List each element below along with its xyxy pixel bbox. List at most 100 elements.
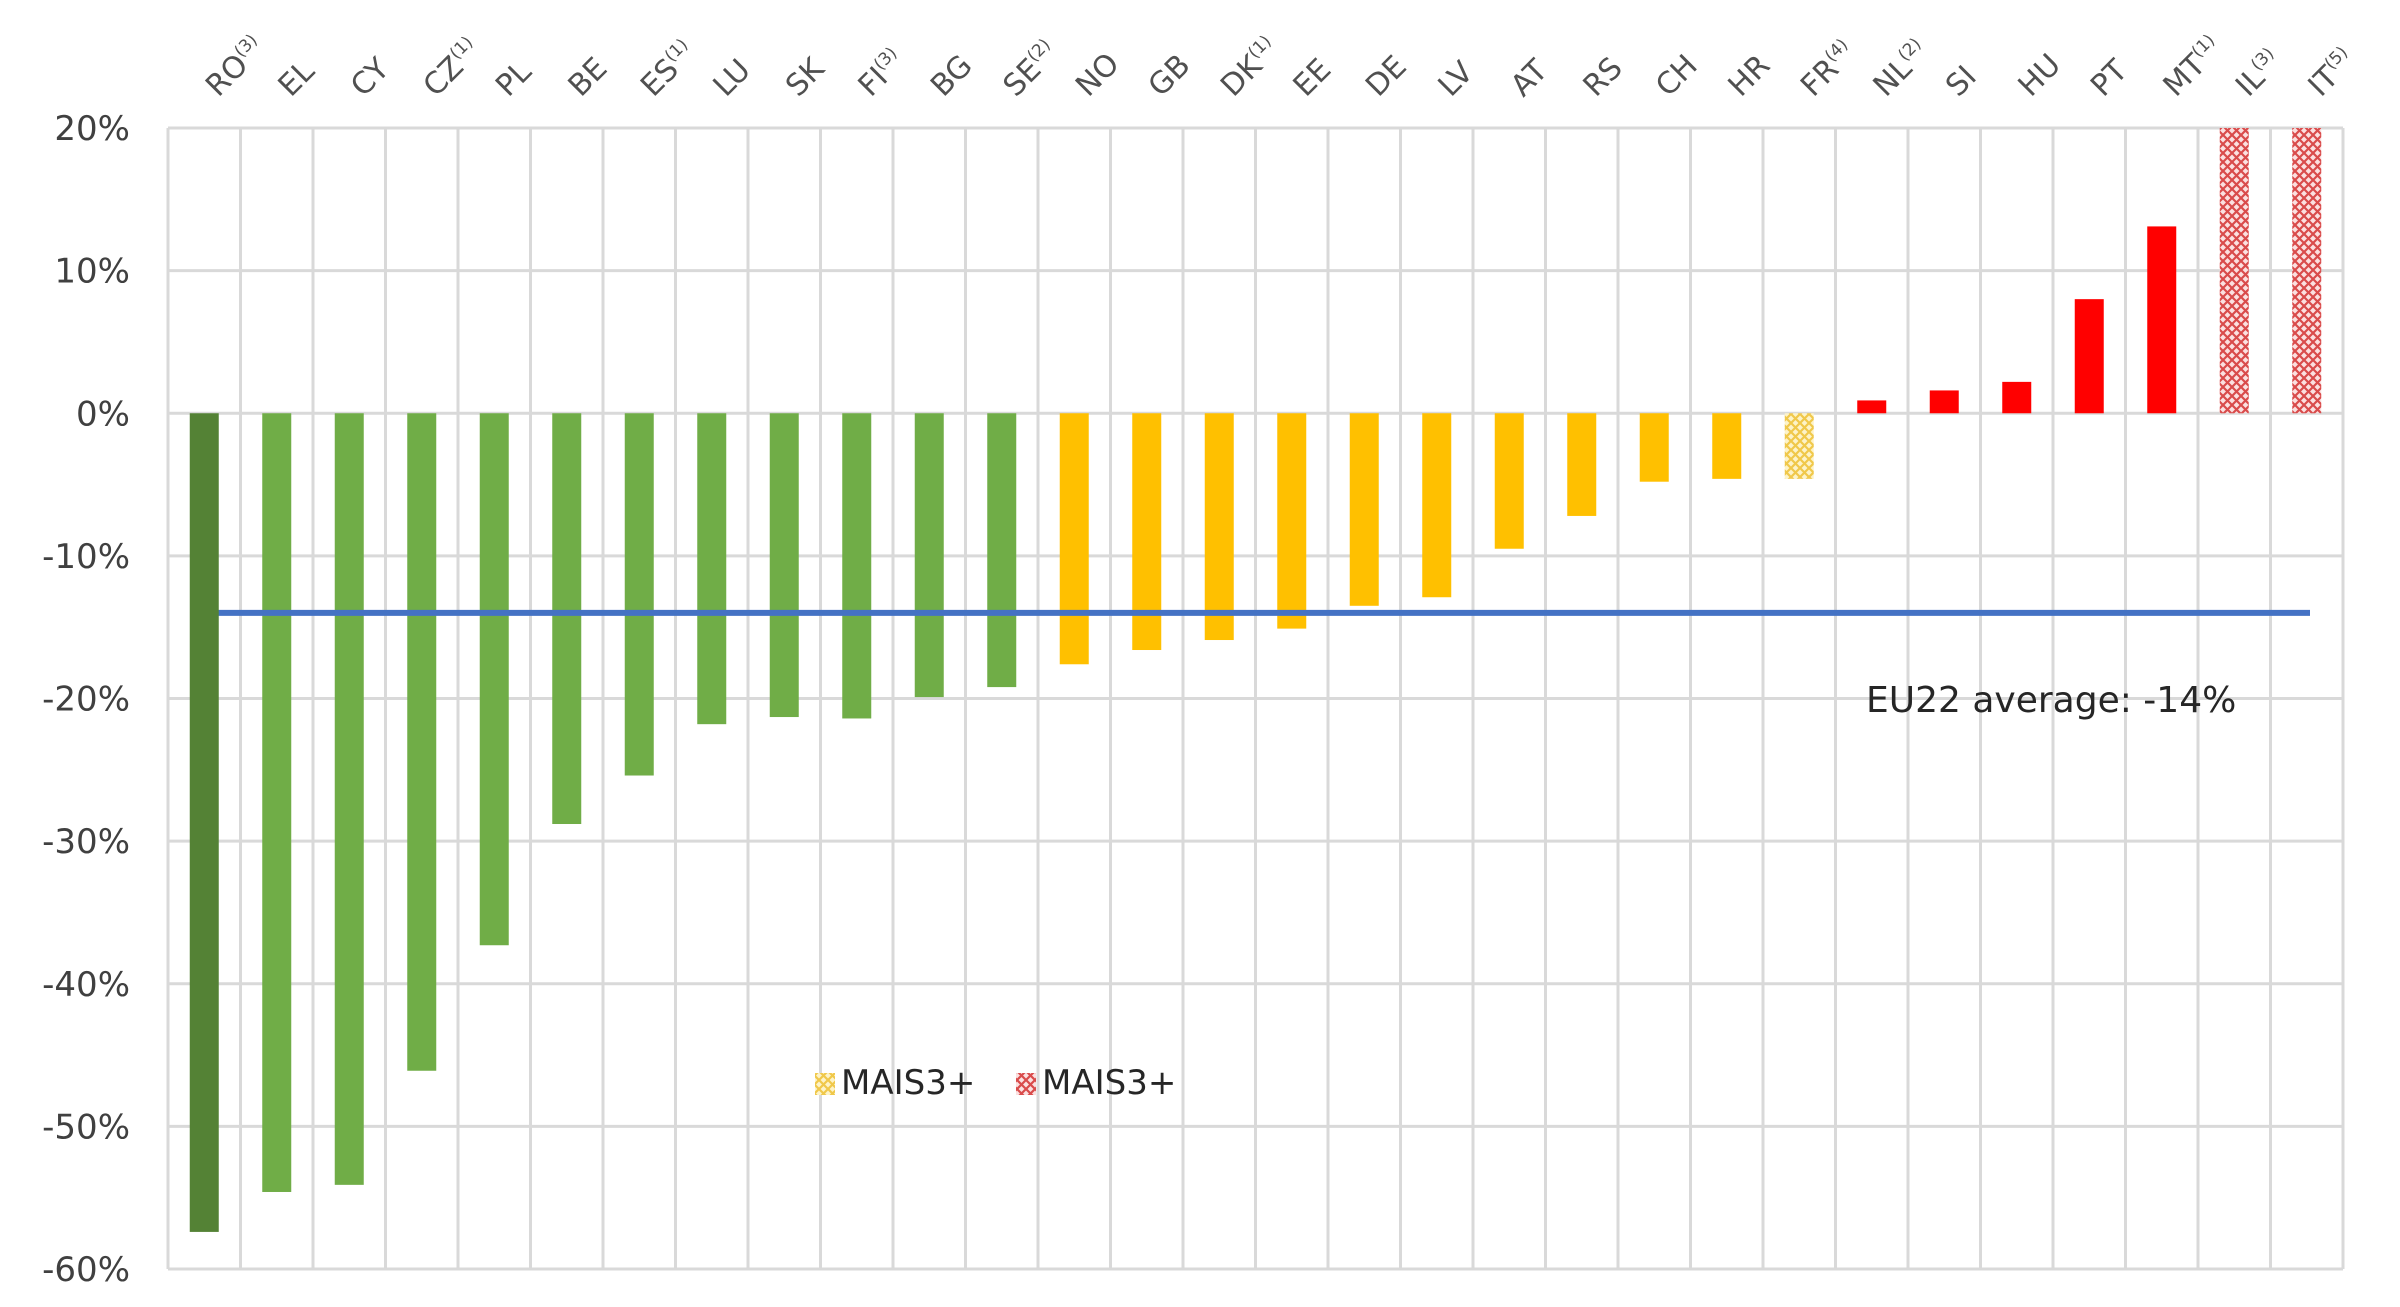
legend-label: MAIS3+ bbox=[841, 1063, 975, 1103]
svg-text:FR(4): FR(4) bbox=[1794, 35, 1863, 104]
gridlines bbox=[166, 126, 2345, 1271]
y-tick-label: 10% bbox=[54, 252, 130, 292]
bars-front bbox=[189, 413, 219, 1232]
x-tick-label: RS bbox=[1577, 51, 1630, 104]
bar-fi bbox=[842, 413, 872, 719]
svg-text:RO(3): RO(3) bbox=[199, 30, 272, 103]
x-tick-label: ES(1) bbox=[634, 35, 703, 104]
svg-text:IT(5): IT(5) bbox=[2302, 43, 2363, 104]
y-tick-label: 0% bbox=[76, 394, 130, 434]
x-tick-label: BE bbox=[562, 51, 615, 104]
y-tick-label: -10% bbox=[42, 537, 130, 577]
svg-text:SI: SI bbox=[1939, 59, 1983, 103]
bar-lu bbox=[697, 413, 727, 725]
y-tick-label: -40% bbox=[42, 965, 130, 1005]
bar-it bbox=[2292, 128, 2322, 414]
legend-swatch-icon bbox=[815, 1073, 835, 1095]
x-tick-label: NO bbox=[1069, 46, 1126, 103]
svg-text:BG: BG bbox=[924, 48, 979, 103]
y-axis-ticks: 20% 10% 0% -10% -20% -30% -40% -50% -60% bbox=[42, 109, 130, 1290]
svg-text:MT(1): MT(1) bbox=[2157, 31, 2230, 104]
svg-text:CH: CH bbox=[1649, 48, 1705, 104]
bar-il bbox=[2219, 128, 2249, 414]
bar-el bbox=[262, 413, 292, 1192]
svg-text:EE: EE bbox=[1287, 52, 1339, 104]
x-tick-label: EE bbox=[1287, 52, 1339, 104]
bars bbox=[262, 128, 2322, 1192]
svg-text:BE: BE bbox=[562, 51, 615, 104]
svg-text:RS: RS bbox=[1577, 51, 1630, 104]
x-tick-label: MT(1) bbox=[2157, 31, 2230, 104]
x-axis-ticks: RO(3)EL CY CZ(1)PL BE ES(1)LU SK FI(3) BG SE(2) N… bbox=[199, 30, 2363, 103]
svg-text:NL(2): NL(2) bbox=[1867, 34, 1936, 103]
bar-pt bbox=[2074, 299, 2104, 414]
svg-text:CY: CY bbox=[344, 51, 397, 104]
svg-text:LV: LV bbox=[1432, 55, 1481, 104]
bar-at bbox=[1494, 413, 1524, 549]
x-tick-label: SI bbox=[1939, 59, 1983, 103]
legend-label: MAIS3+ bbox=[1042, 1063, 1176, 1103]
bar-hr bbox=[1712, 413, 1742, 479]
x-tick-label: PT bbox=[2084, 53, 2135, 104]
svg-text:PT: PT bbox=[2084, 53, 2135, 104]
x-tick-label: SE(2) bbox=[997, 35, 1066, 104]
x-tick-label: EL bbox=[272, 53, 322, 103]
svg-text:IL(3): IL(3) bbox=[2229, 44, 2289, 104]
svg-text:EL: EL bbox=[272, 53, 322, 103]
bar-pl bbox=[479, 413, 509, 946]
bar-si bbox=[1929, 390, 1959, 414]
x-tick-label: CH bbox=[1649, 48, 1705, 104]
bar-sk bbox=[769, 413, 799, 718]
bar-ro bbox=[189, 413, 219, 1232]
x-tick-label: FR(4) bbox=[1794, 35, 1863, 104]
x-tick-label: CY bbox=[344, 51, 397, 104]
bar-cz bbox=[407, 413, 437, 1071]
bar-bg bbox=[914, 413, 944, 698]
svg-text:SK: SK bbox=[779, 51, 832, 104]
bar-de bbox=[1349, 413, 1379, 606]
x-tick-label: HU bbox=[2012, 47, 2068, 103]
x-tick-label: CZ(1) bbox=[417, 33, 488, 104]
legend-swatch-icon bbox=[1016, 1073, 1036, 1095]
bar-rs bbox=[1567, 413, 1597, 516]
bar-mt bbox=[2147, 226, 2177, 414]
svg-text:HR: HR bbox=[1722, 48, 1777, 103]
svg-text:PL: PL bbox=[489, 54, 539, 104]
bar-no bbox=[1059, 413, 1089, 665]
svg-text:GB: GB bbox=[1142, 48, 1198, 104]
annotation: EU22 average: -14% bbox=[1866, 680, 2236, 721]
x-tick-label: RO(3) bbox=[199, 30, 272, 103]
average-annotation: EU22 average: -14% bbox=[1866, 680, 2236, 721]
y-tick-label: -60% bbox=[42, 1250, 130, 1290]
x-tick-label: AT bbox=[1504, 53, 1555, 104]
bar-ch bbox=[1639, 413, 1669, 482]
x-tick-label: LU bbox=[707, 53, 758, 104]
svg-text:ES(1): ES(1) bbox=[634, 35, 703, 104]
svg-text:DK(1): DK(1) bbox=[1214, 32, 1286, 104]
svg-text:NO: NO bbox=[1069, 46, 1126, 103]
svg-text:HU: HU bbox=[2012, 47, 2068, 103]
x-tick-label: NL(2) bbox=[1867, 34, 1936, 103]
x-tick-label: SK bbox=[779, 51, 832, 104]
bar-be bbox=[552, 413, 582, 825]
y-tick-label: -20% bbox=[42, 680, 130, 720]
svg-text:SE(2): SE(2) bbox=[997, 35, 1066, 104]
y-tick-label: 20% bbox=[54, 109, 130, 149]
bar-se bbox=[987, 413, 1017, 688]
x-tick-label: IL(3) bbox=[2229, 44, 2289, 104]
svg-text:FI(3): FI(3) bbox=[852, 43, 912, 103]
y-tick-label: -50% bbox=[42, 1107, 130, 1147]
bar-ee bbox=[1277, 413, 1307, 629]
y-tick-label: -30% bbox=[42, 822, 130, 862]
bar-hu bbox=[2002, 381, 2032, 414]
x-tick-label: DK(1) bbox=[1214, 32, 1286, 104]
x-tick-label: FI(3) bbox=[852, 43, 912, 103]
svg-text:LU: LU bbox=[707, 53, 758, 104]
bar-nl bbox=[1857, 400, 1887, 414]
svg-text:DE: DE bbox=[1359, 49, 1413, 103]
bar-fr bbox=[1784, 413, 1814, 479]
x-tick-label: BG bbox=[924, 48, 979, 103]
legend: MAIS3+ MAIS3+ bbox=[815, 1063, 1176, 1103]
